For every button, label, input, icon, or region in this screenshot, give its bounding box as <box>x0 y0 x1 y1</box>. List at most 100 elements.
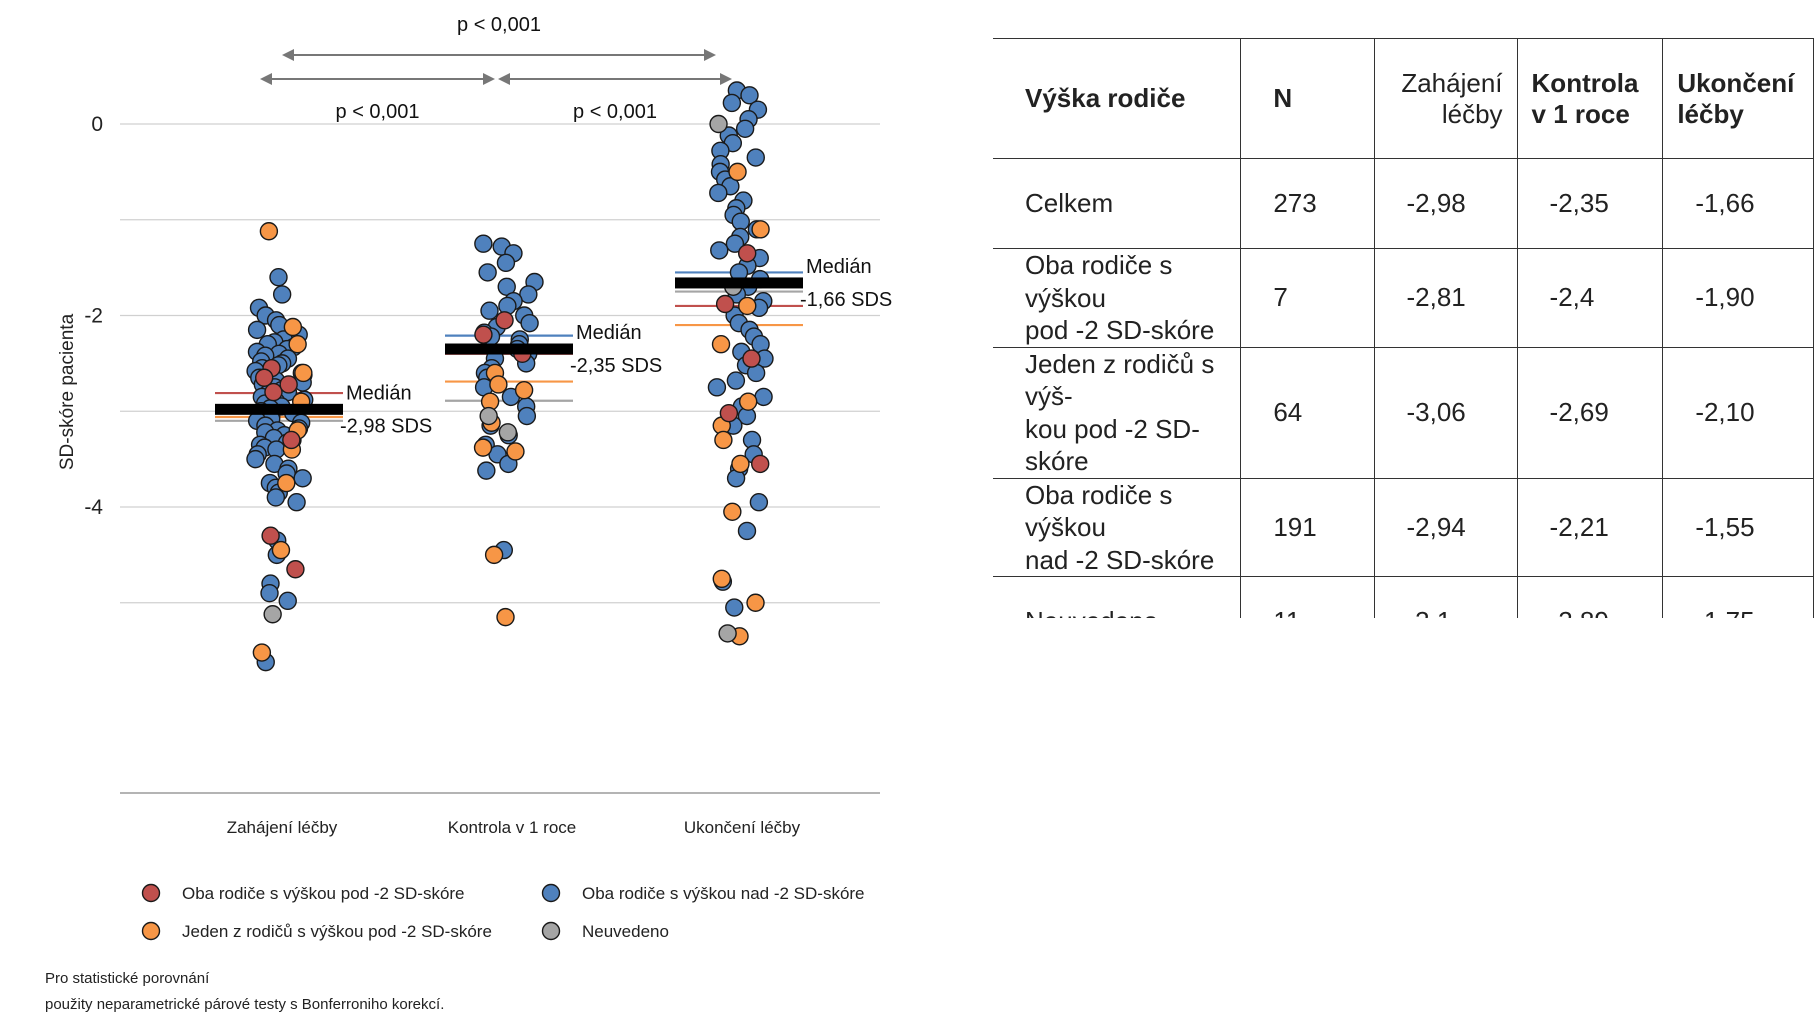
row-end-value: -2,10 <box>1662 346 1814 479</box>
data-point <box>474 325 493 344</box>
x-category-label: Ukončení léčby <box>684 818 801 837</box>
legend-label: Jeden z rodičů s výškou pod -2 SD-skóre <box>182 922 492 941</box>
x-category-label: Kontrola v 1 roce <box>448 818 577 837</box>
legend-label: Oba rodiče s výškou pod -2 SD-skóre <box>182 884 465 903</box>
data-point <box>737 244 757 263</box>
table-row: Oba rodiče s výškou nad -2 SD-skóre 191 -2,… <box>993 477 1814 577</box>
data-point <box>750 454 770 474</box>
data-point <box>264 382 283 402</box>
data-point <box>478 263 497 282</box>
y-axis-label: SD-skóre pacienta <box>57 313 78 470</box>
data-point <box>286 560 305 579</box>
row-label: Neuvedeno <box>993 576 1242 618</box>
data-point <box>259 222 279 241</box>
y-axis-ticks: 0 -2 -4 <box>84 113 103 519</box>
table-header-row: Výška rodiče N Zahájení léčby Kontrola v 1… <box>993 38 1814 159</box>
data-point <box>751 220 770 239</box>
data-point <box>718 624 737 643</box>
data-point <box>473 438 493 457</box>
data-point <box>288 335 307 354</box>
data-point <box>728 162 747 182</box>
legend-label: Oba rodiče s výškou nad -2 SD-skóre <box>582 884 865 903</box>
median-bars: Medián -2,98 SDS Medián -2,35 SDS Medián -1,6… <box>215 256 892 437</box>
row-label-line-1: Oba rodiče s výškou <box>1025 250 1173 313</box>
data-point <box>742 349 761 368</box>
data-point <box>506 442 525 461</box>
data-point <box>277 473 296 493</box>
median-value-label: -2,35 SDS <box>570 355 662 377</box>
data-point <box>269 268 288 287</box>
x-category-label: Zahájení léčby <box>227 818 338 837</box>
comparison-control-end-arrowhead-right <box>720 73 732 85</box>
legend-label: Neuvedeno <box>582 922 669 941</box>
data-point <box>252 643 272 662</box>
data-point <box>278 591 297 611</box>
data-point <box>709 114 728 134</box>
row-label-line-2: nad -2 SD-skóre <box>1025 544 1215 575</box>
row-n: 64 <box>1240 346 1375 479</box>
row-label: Celkem <box>993 158 1242 249</box>
row-start-value: -3,1 <box>1373 576 1518 618</box>
data-point <box>711 335 731 354</box>
row-label: Oba rodiče s výškou pod -2 SD-skóre <box>993 248 1242 348</box>
data-point <box>495 311 514 330</box>
row-label: Jeden z rodičů s výš-kou pod -2 SD-skóre <box>993 346 1242 479</box>
header-start: Zahájení léčby <box>1373 38 1518 159</box>
data-point <box>520 313 539 333</box>
data-point <box>707 378 727 397</box>
comparison-start-end-arrowhead-left <box>282 49 294 61</box>
data-point <box>740 86 759 105</box>
median-bar <box>675 277 803 289</box>
data-point <box>283 317 303 337</box>
row-label: Oba rodiče s výškou nad -2 SD-skóre <box>993 477 1242 577</box>
row-start-value: -2,81 <box>1373 248 1518 348</box>
data-point <box>479 406 498 426</box>
comparison-start-control-label: p < 0,001 <box>336 101 420 123</box>
row-control-value: -2,89 <box>1516 576 1664 618</box>
data-point <box>474 234 493 253</box>
median-value-label: -1,66 SDS <box>800 289 892 311</box>
data-point <box>749 493 769 512</box>
row-label-line-1: Oba rodiče s výškou <box>1025 479 1173 543</box>
comparison-control-end-arrowhead-left <box>498 73 510 85</box>
row-control-value: -2,35 <box>1516 158 1664 249</box>
data-point <box>709 183 728 203</box>
data-point <box>272 285 292 304</box>
data-point <box>261 526 280 545</box>
row-end-value: -1,75 <box>1662 576 1814 618</box>
data-point <box>514 380 534 400</box>
data-point <box>254 368 274 387</box>
data-point <box>293 469 312 488</box>
median-label: Medián <box>346 382 412 404</box>
row-n: 273 <box>1240 158 1375 249</box>
data-point <box>287 493 306 512</box>
data-point <box>719 403 739 423</box>
footnote-line-1: Pro statistické porovnání <box>45 970 210 987</box>
data-point <box>738 392 758 411</box>
data-point <box>725 598 744 617</box>
data-point <box>723 502 742 521</box>
p-value-comparisons: p < 0,001 p < 0,001 p < 0,001 <box>260 14 732 123</box>
row-label-line-1: Celkem <box>1025 188 1114 219</box>
row-start-value: -2,94 <box>1373 477 1518 577</box>
median-bar <box>215 403 343 415</box>
data-point <box>519 285 538 304</box>
data-point <box>725 234 745 253</box>
legend-marker <box>541 921 561 941</box>
data-point <box>710 241 729 260</box>
median-value-label: -2,98 SDS <box>340 415 432 437</box>
comparison-control-end-label: p < 0,001 <box>573 101 657 123</box>
legend: Oba rodiče s výškou pod -2 SD-skóre Oba r… <box>141 883 865 941</box>
data-points <box>246 81 774 672</box>
row-control-value: -2,21 <box>1516 477 1664 577</box>
data-point <box>480 301 499 320</box>
row-label-line-2: pod -2 SD-skóre <box>1025 315 1215 345</box>
data-point <box>731 212 750 231</box>
data-point <box>746 148 765 167</box>
data-point <box>737 521 757 541</box>
data-point <box>271 540 291 560</box>
data-point <box>715 294 735 314</box>
data-point <box>260 583 279 603</box>
y-tick-label: -4 <box>84 496 103 519</box>
row-control-value: -2,4 <box>1516 248 1664 348</box>
